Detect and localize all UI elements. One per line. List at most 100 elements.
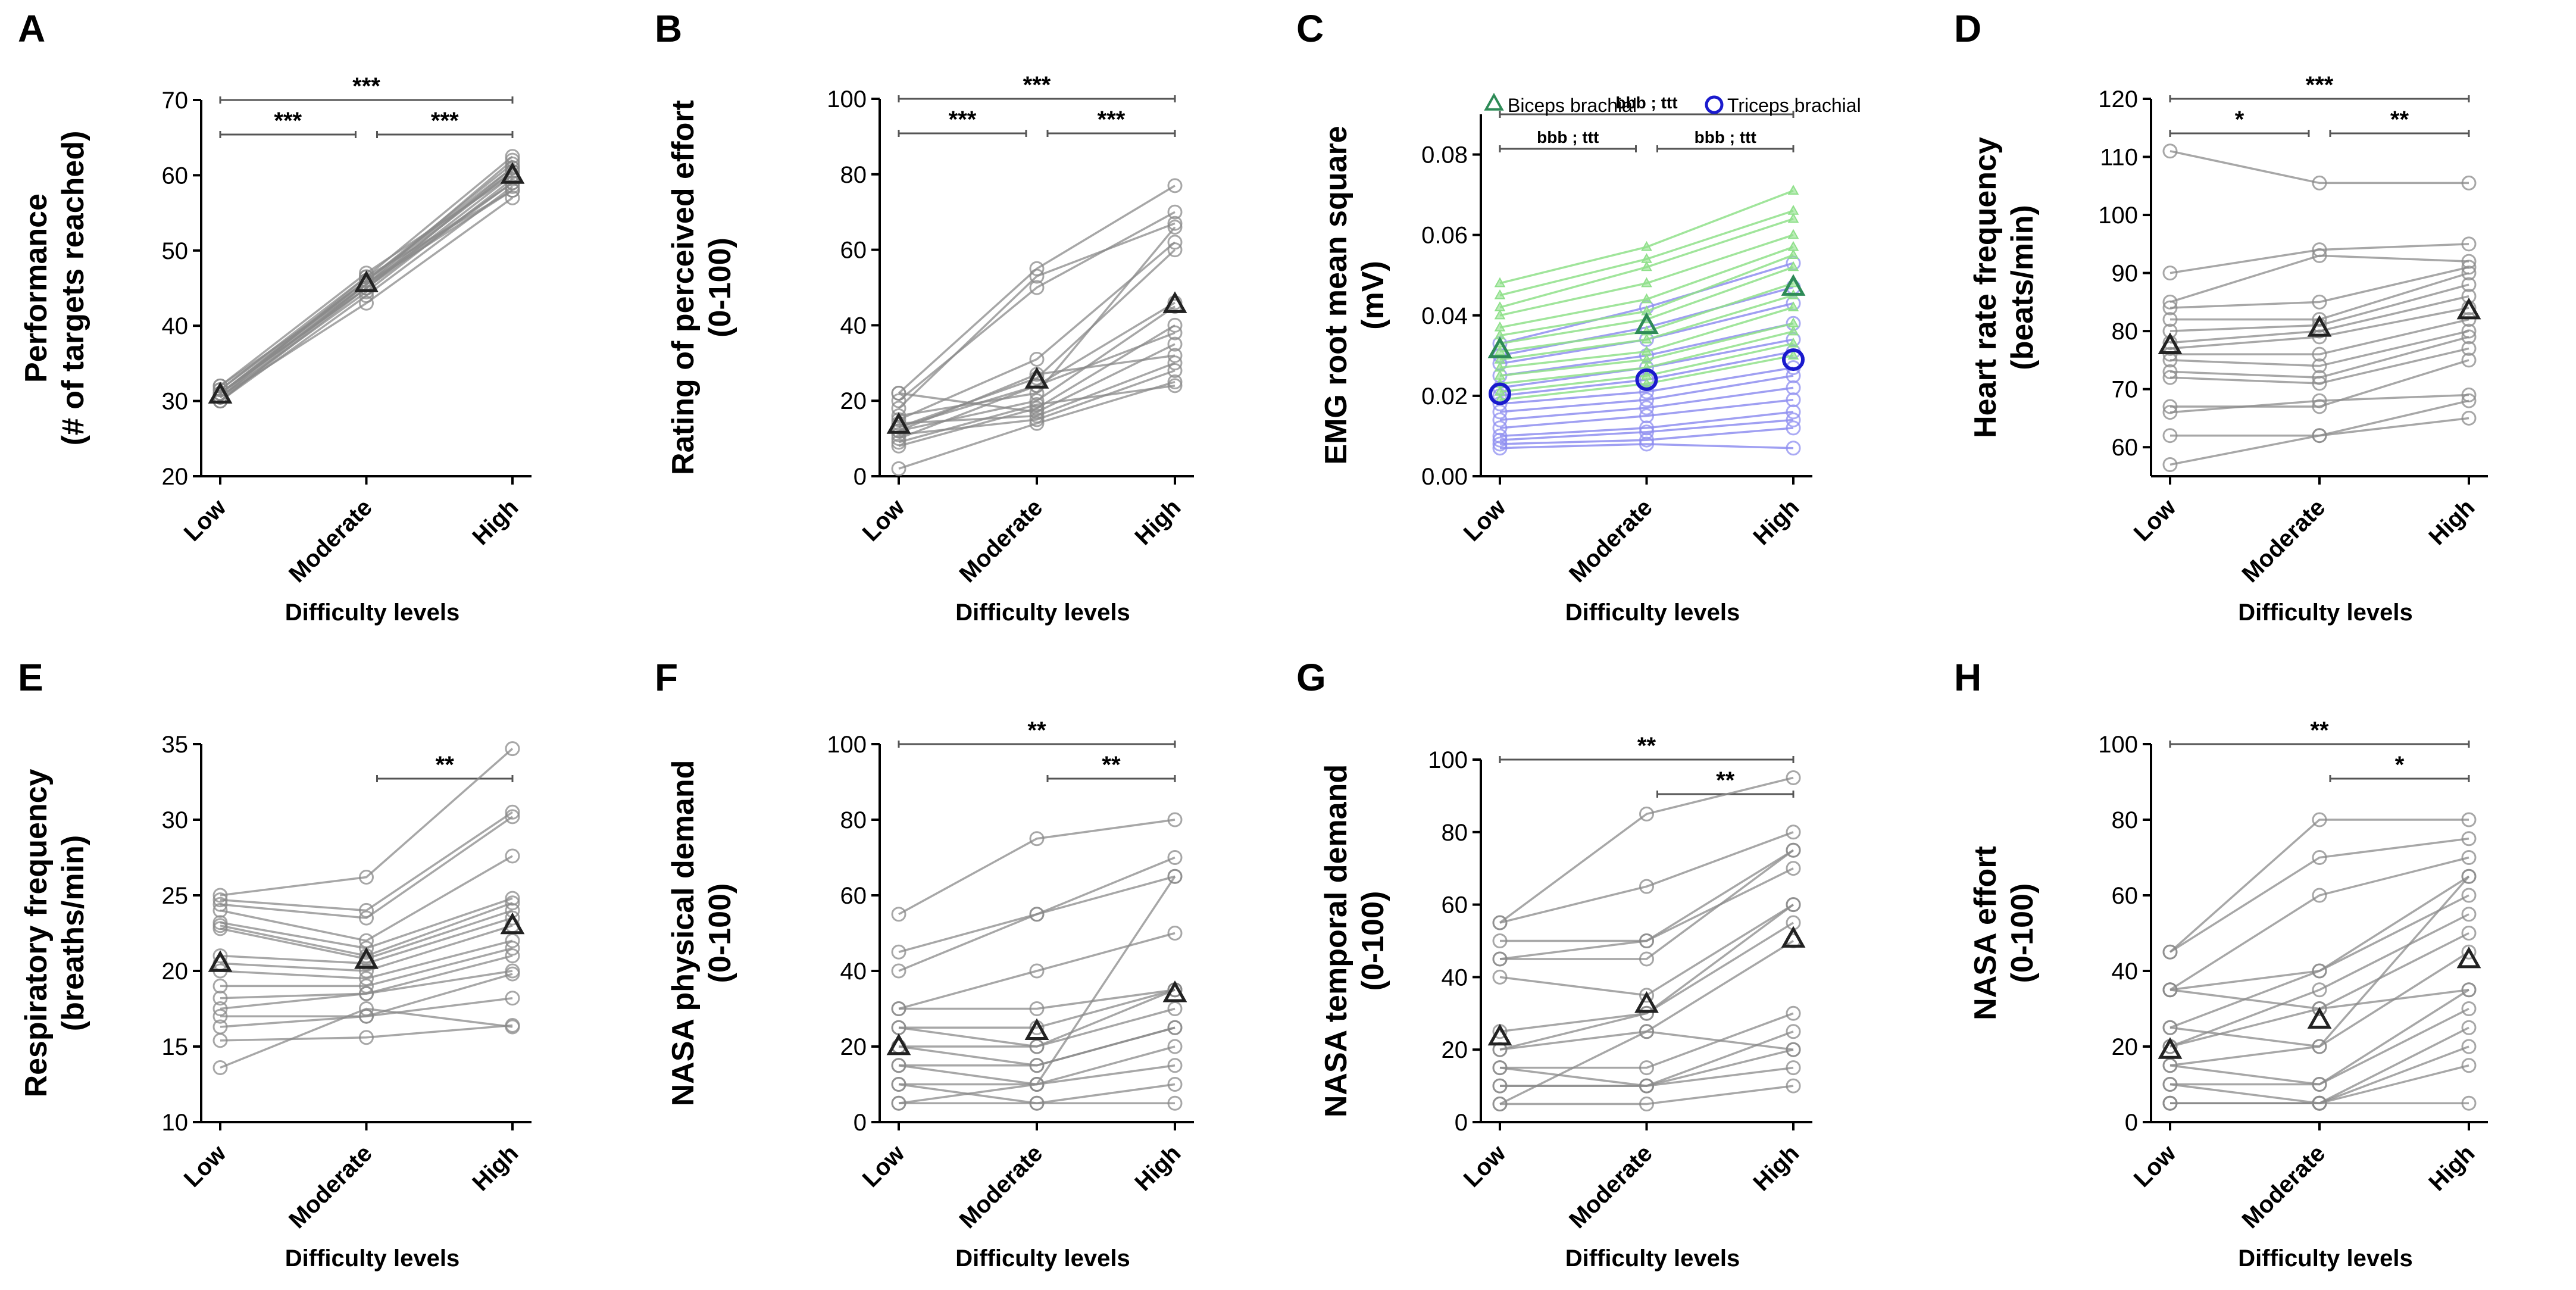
subject-point [2312,982,2327,998]
subject-point [212,921,228,936]
subject-line [1499,386,1794,421]
subject-point [2461,907,2477,922]
y-tick-label: 0.02 [1421,383,1468,410]
subject-point [505,891,520,906]
y-axis-title: NASA effort [1968,846,2003,1020]
subject-line [219,182,514,402]
subject-line [220,855,513,942]
subject-point [1029,1001,1045,1016]
subject-point [2162,405,2178,420]
subject-point [505,895,520,911]
subject-line [1499,776,1794,924]
subject-point [1492,436,1508,452]
subject-point [1492,404,1508,420]
subject-point [1167,204,1183,220]
y-tick-label: 20 [162,958,189,985]
subject-point [212,978,228,994]
subject-line [2170,318,2469,355]
subject-line [1499,831,1794,924]
mean-point [2158,1037,2183,1059]
subject-line [1499,366,1794,405]
subject-point [1786,1042,1801,1057]
subject-point [2461,1039,2477,1054]
y-tick-label: 0.06 [1421,223,1468,249]
x-category-label: Moderate [1564,494,1658,588]
x-category-label: High [1748,494,1804,550]
subject-point [1639,420,1654,436]
subject-point [2312,376,2327,391]
subject-point [2312,1095,2327,1111]
subject-point [1641,240,1652,251]
subject-point [2162,944,2178,960]
subject-line [2169,307,2469,350]
y-tick-label: 35 [162,732,189,758]
subject-point [1639,1097,1654,1112]
y-tick-label: 60 [2112,435,2139,461]
x-category-label: High [2424,1140,2480,1196]
subject-point [2162,428,2178,443]
significance-label: ** [2390,107,2409,133]
subject-line [898,1083,1176,1105]
x-category-label: Low [179,494,232,546]
subject-point [1029,416,1045,431]
y-tick-label: 80 [1442,820,1468,846]
subject-line [2170,417,2469,437]
subject-point [1786,1005,1801,1021]
subject-point [2461,341,2477,356]
subject-line [898,932,1176,1010]
subject-point [359,295,374,311]
subject-point [359,870,374,885]
subject-point [1786,897,1801,913]
subject-point [1167,1020,1183,1035]
significance-label: bbb ; ttt [1537,128,1599,146]
y-axis-title: (beats/min) [2005,205,2040,370]
subject-point [2162,1077,2178,1092]
mean-point [1162,291,1187,313]
legend-triceps-label: Triceps brachial [1727,95,1861,116]
y-tick-label: 60 [162,163,189,189]
significance-label: *** [1023,72,1051,98]
subject-point [2461,329,2477,345]
subject-point [2162,266,2178,281]
subject-line [2170,1045,2469,1104]
subject-line [899,1026,1176,1067]
subject-point [1639,1060,1654,1076]
subject-line [1499,922,1794,1033]
legend-biceps-marker [1484,92,1504,111]
subject-point [1492,1078,1508,1094]
subject-point [1167,325,1183,341]
panel-c: C 0.00 0.02 0.04 0.06 0.08 Low Moderate High Diff… [1296,7,1861,626]
panel-letter: D [1954,7,1981,50]
subject-line [898,249,1176,429]
panel-letter: C [1296,7,1324,50]
subject-line [898,343,1176,414]
y-tick-label: 80 [840,162,867,188]
y-tick-label: 90 [2112,261,2139,287]
subject-point [1786,412,1801,427]
subject-point [1029,268,1045,284]
panel-letter: G [1296,656,1326,699]
subject-point [2461,831,2477,847]
subject-point [891,1058,906,1073]
subject-line [1499,374,1794,413]
subject-line [1499,867,1794,960]
panel-a: A 20 30 40 50 60 70 Low Moderate High Difficulty l… [18,7,532,626]
subject-line [1499,427,1794,445]
panel-b: B 0 20 40 60 80 100 Low Moderate High Difficulty l… [655,7,1194,626]
subject-point [1492,1097,1508,1112]
subject-point [891,438,906,454]
subject-point [1492,432,1508,448]
subject-point [891,1077,906,1092]
subject-line [2169,266,2469,309]
subject-point [212,948,228,964]
y-axis-title: (0-100) [703,238,737,338]
subject-line [898,875,1176,972]
mean-point [1487,336,1512,358]
mean-point [208,382,233,404]
subject-point [2312,1001,2327,1016]
subject-point [1494,277,1506,288]
subject-point [1639,1078,1654,1094]
subject-line [898,324,1176,447]
subject-point [1492,428,1508,443]
subject-point [1029,1077,1045,1092]
